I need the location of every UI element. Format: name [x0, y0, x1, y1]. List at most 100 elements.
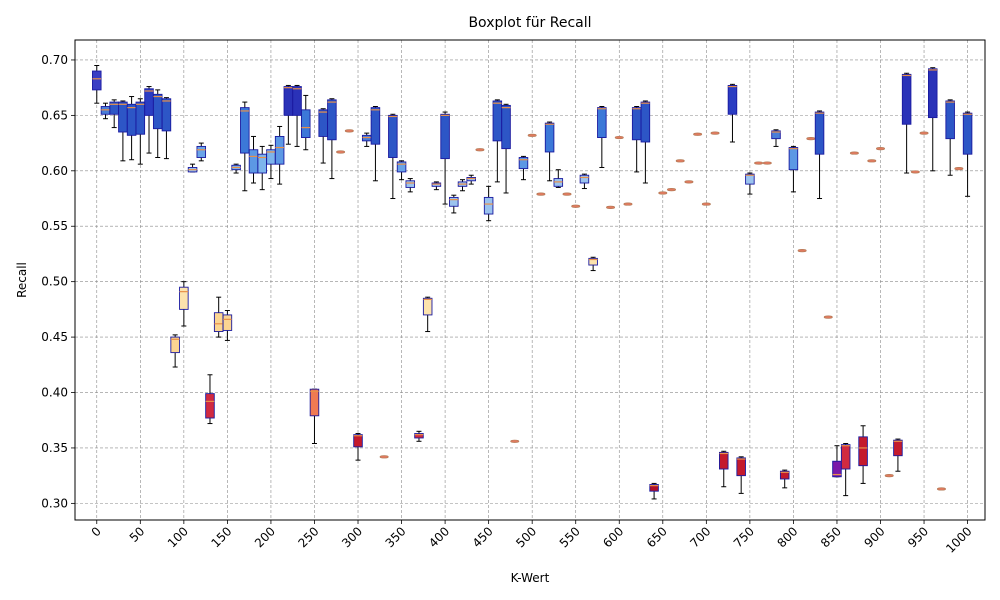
box-body	[901, 73, 912, 125]
box-k-230	[292, 84, 302, 147]
box-k-410	[449, 194, 459, 214]
y-tick-label: 0.65	[41, 108, 68, 122]
y-tick-label: 0.50	[41, 275, 68, 289]
box-k-70	[152, 89, 163, 159]
box-body	[222, 314, 233, 331]
box-k-330	[379, 455, 389, 459]
box-k-1000	[962, 111, 973, 197]
box-k-400	[440, 111, 450, 205]
box-marker	[606, 205, 616, 209]
box-body	[240, 107, 250, 154]
box-marker	[667, 188, 677, 192]
box-k-440	[475, 148, 485, 152]
box-k-780	[771, 129, 781, 147]
box-k-290	[344, 129, 354, 133]
y-tick-label: 0.60	[41, 164, 68, 178]
box-body	[353, 434, 363, 448]
box-body	[152, 93, 163, 130]
box-k-390	[431, 181, 442, 191]
box-k-40	[126, 96, 137, 161]
box-k-730	[727, 83, 738, 143]
box-k-530	[553, 169, 564, 188]
box-k-990	[954, 166, 964, 171]
box-marker	[658, 191, 668, 195]
box-marker	[527, 133, 537, 137]
box-k-280	[336, 150, 346, 154]
box-k-200	[266, 144, 276, 180]
y-tick-label: 0.55	[41, 219, 68, 233]
box-body	[405, 180, 416, 188]
box-body	[205, 393, 215, 419]
box-body	[631, 107, 642, 141]
box-body	[170, 336, 180, 354]
box-k-510	[536, 192, 546, 196]
box-k-150	[222, 309, 233, 341]
box-body	[274, 135, 285, 165]
box-k-960	[928, 67, 938, 172]
box-k-670	[675, 159, 685, 163]
box-k-920	[893, 438, 903, 472]
box-k-120	[196, 142, 207, 162]
box-k-770	[762, 161, 772, 165]
y-tick-label: 0.30	[41, 496, 68, 510]
box-body	[727, 85, 738, 115]
box-marker	[693, 132, 703, 136]
y-tick-label: 0.70	[41, 53, 68, 67]
box-k-350	[396, 160, 407, 181]
box-body	[544, 122, 555, 153]
y-tick-label: 0.35	[41, 441, 68, 455]
box-marker	[510, 439, 520, 443]
box-body	[318, 109, 328, 137]
box-body	[597, 107, 607, 139]
box-k-100	[179, 281, 189, 327]
box-k-250	[309, 388, 320, 445]
y-tick-label: 0.40	[41, 386, 68, 400]
box-marker	[867, 159, 877, 163]
box-k-430	[466, 174, 476, 185]
box-k-940	[910, 170, 920, 174]
box-marker	[571, 204, 581, 208]
box-k-140	[213, 296, 224, 338]
box-marker	[379, 455, 389, 459]
box-k-980	[945, 99, 955, 176]
box-k-900	[876, 147, 886, 151]
y-axis-label: Recall	[15, 262, 29, 298]
box-k-790	[779, 469, 790, 489]
box-body	[736, 457, 746, 477]
box-body	[161, 98, 172, 132]
box-body	[779, 470, 790, 480]
box-body	[928, 68, 938, 119]
box-k-870	[849, 151, 859, 155]
plot-area-frame	[74, 39, 986, 521]
box-k-620	[631, 106, 642, 173]
box-k-420	[457, 179, 468, 192]
box-marker	[701, 202, 711, 206]
box-k-80	[161, 97, 172, 160]
box-marker	[849, 151, 859, 155]
box-k-760	[754, 161, 764, 165]
box-marker	[762, 161, 772, 165]
box-k-590	[606, 205, 616, 209]
box-body	[501, 104, 511, 150]
box-marker	[936, 487, 946, 491]
box-k-880	[858, 425, 868, 484]
box-k-660	[667, 188, 677, 192]
box-body	[179, 286, 189, 310]
box-marker	[954, 166, 964, 171]
box-k-540	[562, 192, 572, 196]
box-k-240	[301, 94, 311, 151]
box-marker	[754, 161, 764, 165]
box-marker	[823, 315, 833, 319]
box-body	[858, 436, 868, 467]
box-k-490	[518, 155, 529, 181]
box-k-930	[901, 72, 912, 174]
box-marker	[536, 192, 546, 196]
box-body	[370, 107, 381, 145]
box-k-450	[483, 185, 494, 222]
box-body	[414, 433, 424, 439]
box-marker	[336, 150, 346, 154]
box-body	[283, 86, 294, 116]
box-marker	[344, 129, 354, 133]
box-body	[588, 257, 598, 266]
box-k-840	[823, 315, 833, 319]
